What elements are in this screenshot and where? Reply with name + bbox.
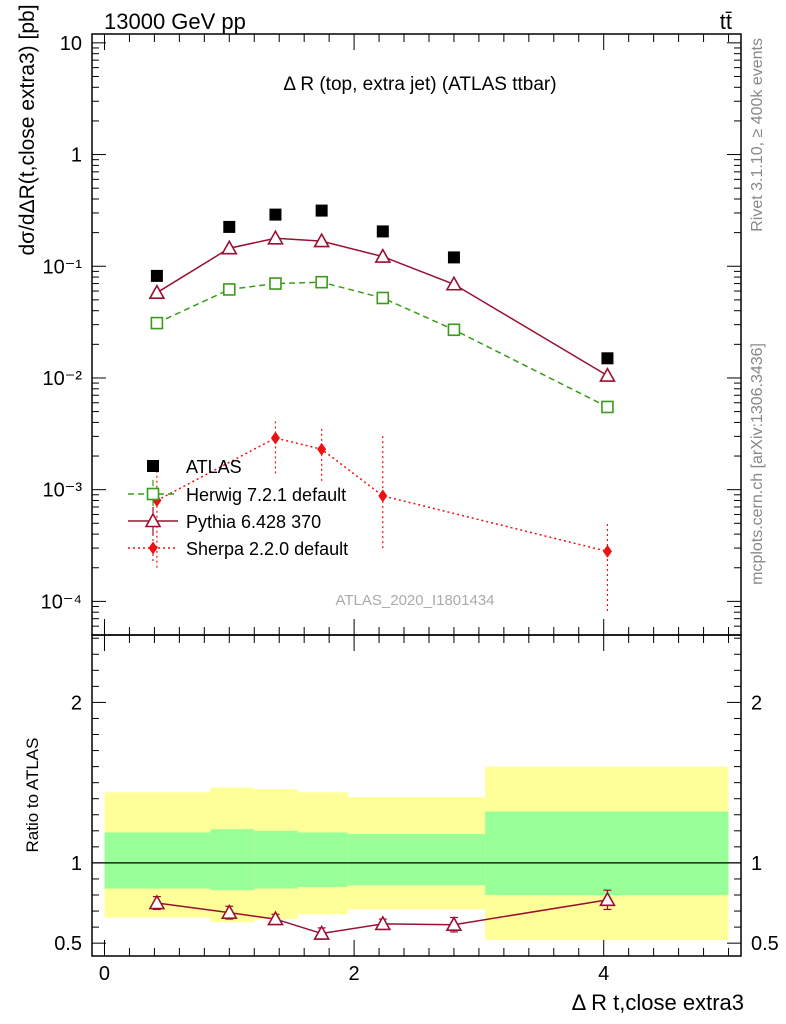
ratio-pythia-point: [445, 916, 463, 932]
legend-marker-sherpa: [148, 541, 158, 555]
legend-marker-atlas: [147, 460, 159, 472]
mcplots-label: mcplots.cern.ch [arXiv:1306.3436]: [749, 343, 766, 585]
y-tick-label: 10⁻¹: [43, 256, 83, 278]
process-label: tt̄: [720, 9, 732, 34]
ratio-uncertainty-bands: [92, 766, 741, 940]
pythia-point: [148, 284, 166, 299]
pythia-point: [374, 247, 392, 263]
atlas-point: [223, 220, 236, 233]
x-tick-label: 0: [99, 963, 110, 985]
main-series-markers: [148, 204, 616, 558]
legend-label-herwig: Herwig 7.2.1 default: [186, 485, 346, 505]
ratio-pythia-point: [313, 924, 331, 940]
legend-label-pythia: Pythia 6.428 370: [186, 512, 321, 532]
herwig-point: [315, 275, 328, 289]
pythia-point: [267, 229, 284, 245]
herwig-point: [269, 277, 282, 290]
ratio-inner-band: [254, 830, 298, 889]
legend: ATLAS Herwig 7.2.1 default Pythia 6.428 37…: [128, 457, 348, 562]
beam-label: 13000 GeV pp: [104, 9, 246, 34]
x-tick-label: 2: [349, 963, 360, 985]
ratio-pythia-point: [220, 904, 238, 919]
legend-label-atlas: ATLAS: [186, 457, 242, 477]
y-tick-label: 10: [60, 33, 82, 55]
ratio-y-tick-label-right: 2: [751, 692, 762, 714]
y-tick-label: 1: [71, 145, 82, 167]
legend-marker-pythia: [144, 512, 162, 528]
herwig-point: [150, 316, 164, 330]
ratio-x-axis: 0 2 4: [99, 635, 730, 985]
y-tick-label: 10⁻⁴: [41, 591, 82, 613]
ratio-y-tick-label-right: 0.5: [751, 933, 779, 955]
ratio-y-axis-label: Ratio to ATLAS: [23, 738, 42, 853]
sherpa-point: [378, 489, 388, 503]
x-tick-label: 4: [598, 963, 609, 985]
ratio-y-axis: 0.5 0.5 1 1 2 2: [54, 637, 779, 955]
herwig-point: [222, 283, 236, 296]
rivet-label: Rivet 3.1.10, ≥ 400k events: [749, 38, 766, 232]
atlas-point: [376, 225, 389, 238]
sherpa-point: [270, 431, 280, 445]
herwig-point: [447, 323, 461, 337]
ratio-frame: [91, 634, 742, 957]
herwig-point: [376, 291, 390, 305]
y-tick-label: 10⁻²: [43, 368, 83, 390]
ratio-pythia-point: [374, 915, 392, 931]
atlas-point: [150, 269, 163, 282]
main-x-ticks: [103, 34, 730, 635]
ratio-inner-band: [347, 834, 486, 886]
atlas-point: [601, 352, 614, 365]
main-y-axis: 10 1 10⁻¹ 10⁻² 10⁻³ 10⁻⁴: [41, 33, 741, 636]
ratio-y-tick-label: 2: [71, 692, 82, 714]
atlas-point: [447, 251, 460, 264]
atlas-point: [315, 204, 328, 217]
ratio-y-tick-label: 0.5: [54, 933, 82, 955]
ratio-y-tick-label: 1: [71, 853, 82, 875]
plot-title: Δ R (top, extra jet) (ATLAS ttbar): [283, 74, 556, 95]
sherpa-point: [602, 544, 612, 558]
legend-marker-herwig: [146, 487, 160, 501]
ratio-inner-band: [104, 832, 211, 889]
legend-label-sherpa: Sherpa 2.2.0 default: [186, 539, 348, 559]
x-axis-label: Δ R t,close extra3: [572, 990, 744, 1015]
pythia-point: [599, 366, 616, 382]
ratio-pythia-point: [148, 894, 166, 910]
pythia-point: [313, 232, 331, 248]
ratio-inner-band: [485, 811, 729, 896]
sherpa-point: [317, 442, 327, 456]
pythia-point: [220, 239, 238, 255]
atlas-point: [269, 208, 282, 221]
ratio-series-markers: [148, 891, 616, 940]
ratio-inner-band: [297, 832, 348, 887]
analysis-watermark: ATLAS_2020_I1801434: [335, 592, 494, 609]
ratio-pythia-point: [599, 891, 616, 907]
y-tick-label: 10⁻³: [43, 480, 83, 502]
herwig-point: [601, 400, 614, 414]
ratio-y-tick-label-right: 1: [751, 853, 762, 875]
pythia-point: [445, 275, 463, 291]
main-y-axis-label: dσ/dΔR(t,close extra3) [pb]: [16, 4, 39, 255]
ratio-pythia-point: [267, 910, 284, 926]
ratio-inner-band: [210, 829, 255, 891]
